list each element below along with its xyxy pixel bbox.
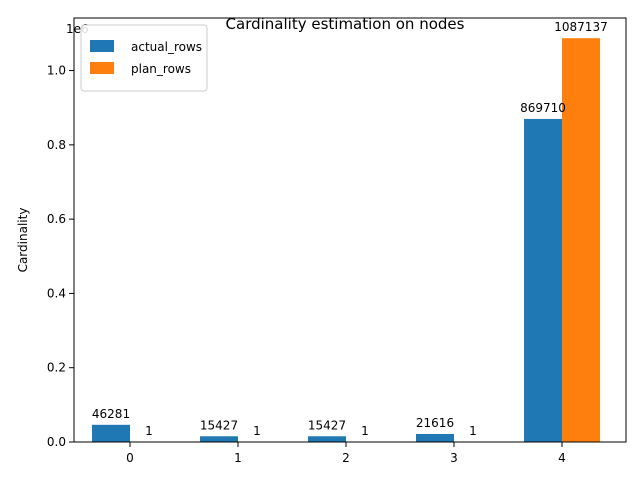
y-tick-label-0: 0.0 — [47, 435, 66, 449]
legend-label-plan_rows: plan_rows — [131, 62, 191, 76]
y-tick-label-2: 0.4 — [47, 286, 66, 300]
bar-actual_rows-2 — [308, 436, 346, 442]
y-axis-label: Cardinality — [16, 208, 30, 273]
y-tick-label-1: 0.2 — [47, 361, 66, 375]
data-label-plan_rows-3: 1 — [469, 424, 477, 438]
legend-label-actual_rows: actual_rows — [131, 40, 202, 54]
data-label-actual_rows-2: 15427 — [308, 418, 346, 432]
x-tick-label-2: 2 — [342, 451, 350, 465]
y-tick-label-4: 0.8 — [47, 138, 66, 152]
data-label-actual_rows-0: 46281 — [92, 407, 130, 421]
y-ticks-group: 0.0 0.2 0.4 0.6 0.8 1.0 — [47, 64, 74, 449]
x-tick-label-3: 3 — [450, 451, 458, 465]
data-label-plan_rows-0: 1 — [145, 424, 153, 438]
data-label-actual_rows-3: 21616 — [416, 416, 454, 430]
y-tick-label-5: 1.0 — [47, 64, 66, 78]
x-tick-label-4: 4 — [558, 451, 566, 465]
data-labels-group: 46281 1 15427 1 15427 1 21616 1 869710 1087137 — [92, 20, 608, 438]
legend: actual_rows plan_rows — [80, 24, 208, 92]
y-tick-label-3: 0.6 — [47, 212, 66, 226]
bars-group — [92, 38, 600, 443]
data-label-actual_rows-4: 869710 — [520, 101, 566, 115]
legend-swatch-plan_rows — [90, 62, 114, 74]
bar-actual_rows-3 — [416, 433, 454, 442]
bar-plan_rows-4 — [562, 38, 600, 443]
bar-actual_rows-0 — [92, 424, 130, 442]
legend-swatch-actual_rows — [90, 40, 114, 52]
data-label-plan_rows-4: 1087137 — [554, 20, 607, 34]
chart-title: Cardinality estimation on nodes — [226, 15, 465, 33]
x-tick-label-1: 1 — [234, 451, 242, 465]
data-label-plan_rows-2: 1 — [361, 424, 369, 438]
x-ticks-group: 0 1 2 3 4 — [126, 442, 566, 465]
x-tick-label-0: 0 — [126, 451, 134, 465]
bar-actual_rows-1 — [200, 436, 238, 442]
bar-actual_rows-4 — [524, 118, 562, 443]
data-label-actual_rows-1: 15427 — [200, 418, 238, 432]
data-label-plan_rows-1: 1 — [253, 424, 261, 438]
legend-box — [80, 24, 208, 92]
plot-frame — [73, 17, 627, 443]
